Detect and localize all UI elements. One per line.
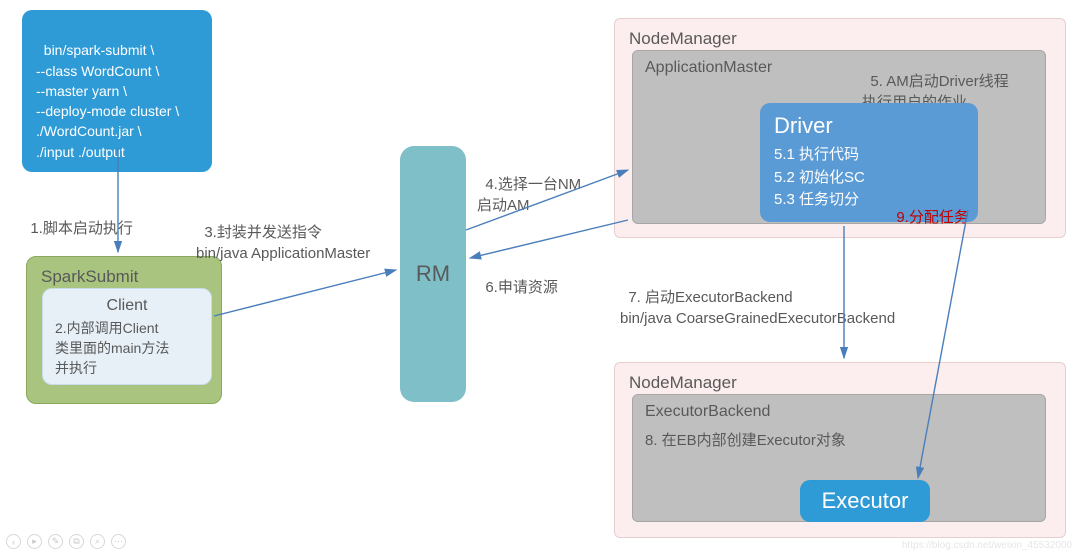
executorbackend-body: 8. 在EB内部创建Executor对象: [645, 429, 1033, 450]
label-step6: 6.申请资源: [477, 258, 558, 299]
executor-box: Executor: [800, 480, 930, 522]
watermark-text: https://blog.csdn.net/weixin_45532000: [902, 540, 1072, 551]
control-play-icon[interactable]: ▸: [27, 534, 42, 549]
executor-label: Executor: [822, 488, 909, 514]
label-step3: 3.封装并发送指令 bin/java ApplicationMaster: [196, 203, 370, 264]
control-copy-icon[interactable]: ⧉: [69, 534, 84, 549]
spark-submit-command-box: bin/spark-submit \ --class WordCount \ -…: [22, 10, 212, 172]
sparksubmit-title: SparkSubmit: [41, 267, 207, 287]
control-zoom-icon[interactable]: ⌕: [90, 534, 105, 549]
nodemanager-1-title: NodeManager: [629, 29, 1051, 49]
driver-line-1: 5.1 执行代码: [774, 144, 964, 167]
driver-line-2: 5.2 初始化SC: [774, 167, 964, 190]
client-body: 2.内部调用Client 类里面的main方法 并执行: [55, 319, 199, 378]
spark-submit-command-text: bin/spark-submit \ --class WordCount \ -…: [36, 42, 179, 159]
control-more-icon[interactable]: ⋯: [111, 534, 126, 549]
label-step1: 1.脚本启动执行: [22, 199, 133, 240]
rm-box: RM: [400, 146, 466, 402]
control-edit-icon[interactable]: ✎: [48, 534, 63, 549]
nodemanager-2-title: NodeManager: [629, 373, 1051, 393]
executorbackend-title: ExecutorBackend: [645, 403, 1033, 421]
viewer-controls: ‹ ▸ ✎ ⧉ ⌕ ⋯: [6, 534, 126, 549]
client-box: Client 2.内部调用Client 类里面的main方法 并执行: [42, 288, 212, 385]
control-back-icon[interactable]: ‹: [6, 534, 21, 549]
driver-title: Driver: [774, 109, 964, 142]
rm-label: RM: [416, 261, 450, 287]
label-step9: 9.分配任务: [888, 188, 969, 229]
label-step4: 4.选择一台NM 启动AM: [477, 155, 581, 216]
label-step7: 7. 启动ExecutorBackend bin/java CoarseGrai…: [620, 268, 895, 329]
client-title: Client: [55, 295, 199, 317]
